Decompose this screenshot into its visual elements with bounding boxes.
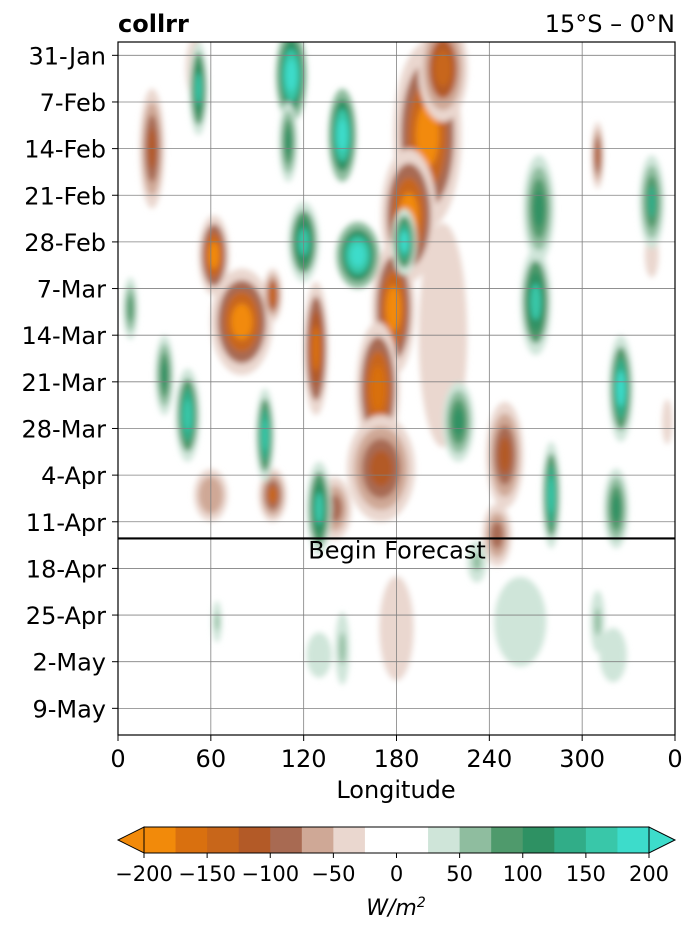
anomaly-contour bbox=[231, 303, 253, 340]
anomaly-contour bbox=[647, 241, 657, 269]
y-tick-label: 2-May bbox=[32, 649, 106, 677]
anomaly-contour bbox=[599, 627, 627, 683]
anomaly-contour bbox=[533, 190, 545, 227]
anomaly-contour bbox=[647, 186, 657, 218]
chart-title-left: collrr bbox=[118, 10, 189, 38]
y-tick-label: 7-Feb bbox=[40, 89, 106, 117]
y-tick-label: 18-Apr bbox=[26, 555, 106, 583]
colorbar-label: W/m2 bbox=[366, 895, 426, 921]
anomaly-contour bbox=[548, 476, 555, 514]
colorbar-segment bbox=[301, 827, 334, 853]
grid bbox=[118, 42, 675, 735]
x-tick-label: 240 bbox=[466, 745, 512, 773]
y-axis-ticks: 31-Jan 7-Feb 14-Feb 21-Feb 28-Feb 7-Mar 14-Mar… bbox=[22, 42, 118, 723]
anomaly-contour bbox=[314, 492, 324, 525]
anomaly-contour bbox=[339, 632, 346, 665]
anomaly-contour bbox=[214, 612, 220, 631]
x-tick-label: 120 bbox=[281, 745, 327, 773]
y-tick-label: 21-Feb bbox=[24, 182, 106, 210]
colorbar-extend-high bbox=[648, 826, 677, 854]
colorbar-segment bbox=[175, 827, 208, 853]
anomaly-contour bbox=[337, 119, 348, 152]
anomaly-contour bbox=[386, 285, 401, 332]
anomaly-contour bbox=[208, 241, 220, 269]
colorbar-tick-label: 50 bbox=[446, 862, 473, 886]
anomaly-contour bbox=[415, 103, 440, 168]
y-tick-label: 4-Apr bbox=[41, 462, 106, 490]
colorbar-segment bbox=[459, 827, 492, 853]
anomaly-contour bbox=[453, 408, 464, 436]
colorbar-segment bbox=[333, 827, 366, 853]
colorbar-segment bbox=[364, 827, 429, 853]
colorbar-tick-label: 0 bbox=[390, 862, 403, 886]
anomaly-contour bbox=[472, 552, 482, 571]
colorbar-tick-label: 150 bbox=[566, 862, 606, 886]
colorbar-segment bbox=[270, 827, 303, 853]
y-tick-label: 14-Mar bbox=[22, 322, 107, 350]
colorbar-segment bbox=[207, 827, 240, 853]
anomaly-contour bbox=[434, 50, 452, 87]
anomaly-contour bbox=[504, 594, 537, 649]
colorbar: −200 −150 −100 −50 0 50 100 150 200 bbox=[115, 826, 677, 886]
chart-title-right: 15°S – 0°N bbox=[545, 10, 675, 38]
y-tick-label: 21-Mar bbox=[22, 369, 107, 397]
colorbar-tick-label: −50 bbox=[311, 862, 355, 886]
anomaly-contour bbox=[369, 450, 393, 487]
anomaly-contour bbox=[267, 486, 278, 505]
anomaly-contour bbox=[594, 608, 601, 636]
anomaly-contour bbox=[183, 399, 192, 432]
colorbar-tick-label: 200 bbox=[629, 862, 669, 886]
forecast-annotation: Begin Forecast bbox=[308, 536, 486, 564]
x-axis-label: Longitude bbox=[336, 776, 455, 804]
colorbar-segment bbox=[522, 827, 555, 853]
colorbar-tick-label: 100 bbox=[503, 862, 543, 886]
anomaly-field bbox=[123, 42, 673, 702]
colorbar-tick-label: −200 bbox=[115, 862, 173, 886]
y-tick-label: 14-Feb bbox=[24, 136, 106, 164]
colorbar-segment bbox=[238, 827, 271, 853]
anomaly-contour bbox=[286, 59, 297, 92]
anomaly-contour bbox=[261, 419, 269, 452]
colorbar-segment bbox=[491, 827, 524, 853]
x-tick-label: 180 bbox=[374, 745, 420, 773]
anomaly-contour bbox=[595, 143, 600, 167]
plot-area bbox=[118, 42, 675, 735]
x-tick-label: 300 bbox=[559, 745, 605, 773]
anomaly-contour bbox=[269, 286, 276, 305]
y-tick-label: 28-Mar bbox=[22, 415, 107, 443]
colorbar-segment bbox=[585, 827, 618, 853]
colorbar-extend-low bbox=[116, 826, 145, 854]
anomaly-contour bbox=[616, 370, 626, 407]
y-tick-label: 7-Mar bbox=[37, 276, 106, 304]
y-tick-label: 31-Jan bbox=[28, 42, 106, 70]
anomaly-contour bbox=[370, 365, 386, 412]
colorbar-segment bbox=[617, 827, 650, 853]
y-tick-label: 11-Apr bbox=[26, 509, 106, 537]
anomaly-contour bbox=[285, 128, 292, 156]
colorbar-tick-label: −150 bbox=[178, 862, 236, 886]
anomaly-contour bbox=[664, 408, 671, 436]
anomaly-contour bbox=[127, 294, 134, 323]
x-tick-label: 0 bbox=[110, 745, 125, 773]
anomaly-contour bbox=[195, 72, 202, 105]
colorbar-segment bbox=[144, 827, 177, 853]
anomaly-contour bbox=[490, 521, 504, 549]
anomaly-contour bbox=[350, 243, 366, 267]
x-tick-label: 0 bbox=[667, 745, 682, 773]
colorbar-segment bbox=[428, 827, 461, 853]
colorbar-tick-label: −100 bbox=[241, 862, 299, 886]
x-tick-label: 60 bbox=[196, 745, 227, 773]
anomaly-contour bbox=[306, 632, 332, 678]
y-tick-label: 9-May bbox=[32, 695, 106, 723]
colorbar-segment bbox=[554, 827, 587, 853]
y-tick-label: 28-Feb bbox=[24, 229, 106, 257]
anomaly-contour bbox=[611, 494, 621, 523]
anomaly-contour bbox=[161, 361, 168, 389]
y-tick-label: 25-Apr bbox=[26, 602, 106, 630]
x-axis-ticks: 0 60 120 180 240 300 0 bbox=[110, 735, 683, 773]
anomaly-contour bbox=[530, 283, 542, 320]
anomaly-contour bbox=[498, 437, 512, 474]
anomaly-contour bbox=[311, 325, 321, 372]
